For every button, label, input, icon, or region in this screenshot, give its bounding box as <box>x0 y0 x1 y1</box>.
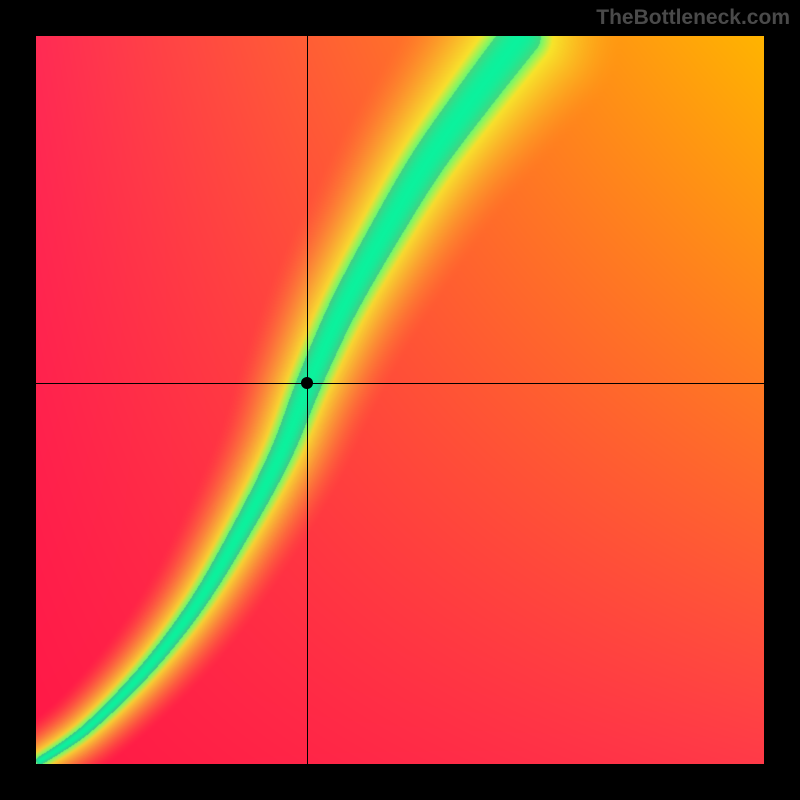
data-point-marker <box>301 377 313 389</box>
watermark-text: TheBottleneck.com <box>596 6 790 30</box>
heatmap-canvas <box>36 36 764 764</box>
crosshair-vertical-line <box>307 36 308 764</box>
crosshair-horizontal-line <box>36 383 764 384</box>
plot-area <box>36 36 764 764</box>
